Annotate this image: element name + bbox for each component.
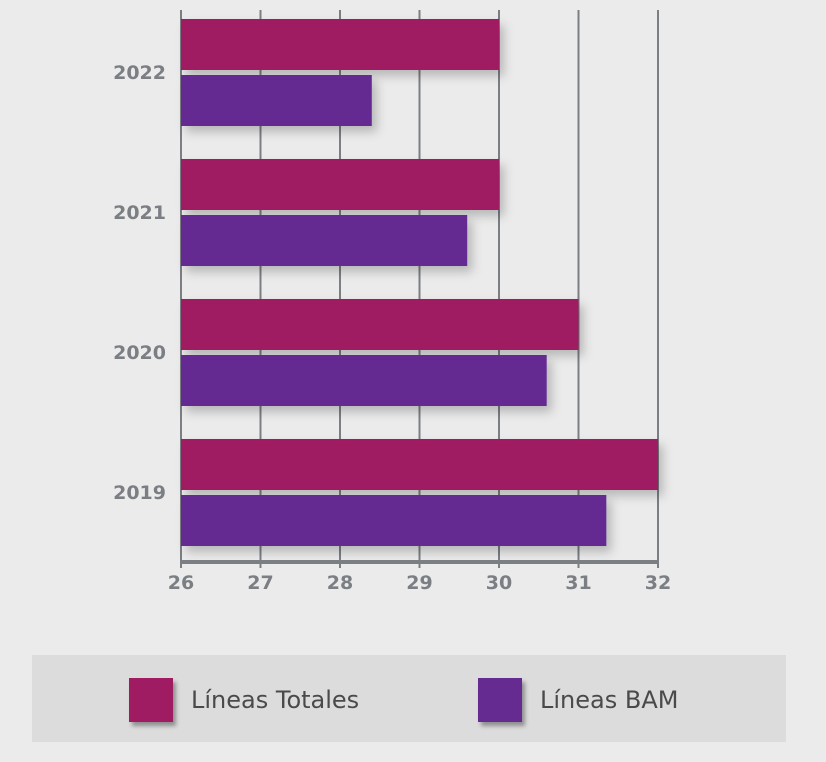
tick-label-28: 28 [327, 572, 353, 594]
tick-label-30: 30 [486, 572, 512, 594]
tick-label-27: 27 [247, 572, 273, 594]
bar-2022-lineas-bam [181, 75, 372, 126]
category-label-2021: 2021 [113, 202, 166, 224]
bar-2021-lineas-bam [181, 215, 468, 266]
legend-item-lineas-bam: Líneas BAM [478, 678, 678, 722]
legend-label-lineas-bam: Líneas BAM [540, 686, 679, 714]
category-label-2022: 2022 [113, 62, 166, 84]
category-label-2019: 2019 [113, 482, 166, 504]
tick-label-31: 31 [565, 572, 591, 594]
category-labels: 2022 2021 2020 2019 [113, 62, 166, 504]
bar-2020-lineas-totales [181, 299, 579, 350]
tick-label-32: 32 [645, 572, 671, 594]
tick-label-29: 29 [406, 572, 432, 594]
bar-2021-lineas-totales [181, 159, 499, 210]
legend-item-lineas-totales: Líneas Totales [129, 678, 359, 722]
legend-swatch-lineas-bam [478, 678, 522, 722]
bar-2020-lineas-bam [181, 355, 547, 406]
bar-chart: 26 27 28 29 30 31 32 2022 2021 2020 2019 [113, 10, 671, 594]
category-label-2020: 2020 [113, 342, 166, 364]
bar-2022-lineas-totales [181, 19, 499, 70]
bar-2019-lineas-bam [181, 495, 607, 546]
tick-label-26: 26 [168, 572, 194, 594]
x-axis: 26 27 28 29 30 31 32 [168, 560, 671, 594]
bars [181, 19, 658, 546]
legend-swatch-lineas-totales [129, 678, 173, 722]
bar-2019-lineas-totales [181, 439, 658, 490]
legend-label-lineas-totales: Líneas Totales [191, 686, 360, 714]
legend: Líneas Totales Líneas BAM [32, 655, 786, 742]
